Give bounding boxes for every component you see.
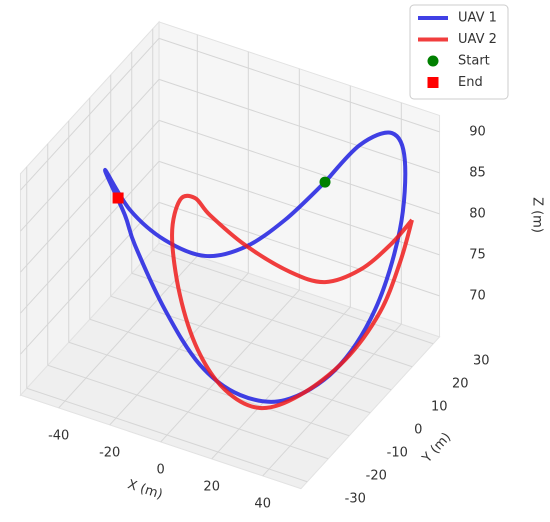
y-tick-label: 30 [473, 353, 490, 368]
legend-label: End [458, 75, 483, 90]
y-tick-label: -30 [345, 491, 366, 506]
grid-line [158, 37, 440, 133]
end-marker [112, 192, 124, 204]
grid-line [20, 161, 160, 314]
grid-line [89, 318, 371, 414]
trajectory [103, 130, 408, 404]
legend-swatch [427, 77, 439, 88]
x-tick-label: 40 [254, 496, 271, 511]
y-axis-label: Y (m) [419, 430, 454, 467]
grid-line [110, 295, 392, 391]
grid-line [68, 341, 350, 437]
grid-line [158, 119, 440, 215]
grid-line [20, 120, 160, 273]
legend-box [409, 4, 509, 100]
grid-line [20, 38, 160, 191]
plot-area [103, 130, 414, 411]
grid-line [26, 387, 308, 483]
legend-swatch [427, 55, 439, 67]
z-tick-label: 75 [469, 247, 486, 262]
grid-line [20, 79, 160, 232]
trajectory [170, 193, 414, 411]
x-tick-label: 0 [157, 462, 165, 477]
z-tick-label: 90 [469, 124, 486, 139]
y-tick-label: -20 [366, 468, 387, 483]
y-tick-label: 20 [452, 376, 469, 391]
z-tick-label: 80 [469, 206, 486, 221]
z-tick-label: 85 [469, 165, 486, 180]
x-tick-label: -20 [99, 445, 120, 460]
grid-line [158, 78, 440, 174]
x-tick-label: -40 [48, 428, 69, 443]
y-tick-label: 0 [414, 422, 422, 437]
y-tick-label: -10 [387, 445, 408, 460]
legend-label: UAV 2 [458, 32, 497, 47]
grid [20, 28, 440, 483]
y-tick-label: 10 [431, 399, 448, 414]
start-marker [319, 176, 331, 188]
x-axis-label: X (m) [126, 477, 165, 502]
legend: UAV 1 UAV 2 Start End [409, 4, 509, 100]
z-axis-label: Z (m) [530, 197, 545, 233]
grid-line [47, 364, 329, 460]
grid-line [20, 202, 160, 355]
legend-label: UAV 1 [458, 11, 497, 26]
grid-line [152, 249, 434, 345]
legend-label: Start [458, 54, 490, 69]
z-tick-label: 70 [469, 288, 486, 303]
x-tick-label: 20 [203, 479, 220, 494]
